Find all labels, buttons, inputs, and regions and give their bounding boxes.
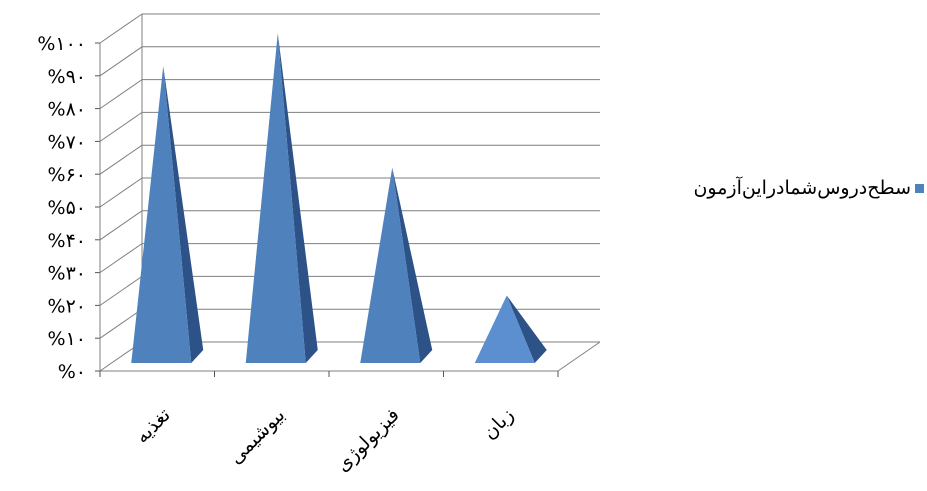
gridline-diagonal xyxy=(99,308,143,339)
pyramid-side-face xyxy=(163,65,204,364)
y-tick-label: %٨٠ xyxy=(48,99,86,121)
x-tick-label: بیوشیمی xyxy=(225,404,290,469)
gridline-diagonal xyxy=(99,275,143,306)
gridline-diagonal xyxy=(99,111,143,142)
pyramid xyxy=(360,167,433,363)
gridline-diagonal xyxy=(99,243,143,274)
pyramid-front-face xyxy=(131,65,192,364)
y-tick-label: %٧٠ xyxy=(48,131,86,153)
y-tick-label: %١٠٠ xyxy=(37,33,86,55)
legend-swatch xyxy=(915,184,924,193)
legend-label: سطح‌دروس‌شما‌در‌این‌آزمون xyxy=(693,177,911,199)
legend: سطح‌دروس‌شما‌در‌این‌آزمون xyxy=(656,175,924,201)
pyramid xyxy=(245,33,318,363)
x-tick-labels: تغذیه بیوشیمی فیزیولوژی زبان xyxy=(131,404,518,476)
pyramid-front-face xyxy=(474,295,535,363)
y-tick-label: %۵٠ xyxy=(48,197,86,219)
y-tick-label: %٣٠ xyxy=(48,263,86,285)
x-tick-label: تغذیه xyxy=(131,404,175,448)
gridline-diagonal xyxy=(99,177,143,208)
y-tick-label: %٢٠ xyxy=(48,295,86,317)
gridline-diagonal xyxy=(99,46,143,77)
x-tick-label: زبان xyxy=(479,404,519,444)
gridline-diagonal xyxy=(99,144,143,175)
pyramid-front-face xyxy=(245,33,306,363)
gridline-diagonal xyxy=(99,13,143,44)
pyramid xyxy=(131,65,204,364)
pyramid xyxy=(474,295,547,363)
pyramid-side-face xyxy=(277,33,318,363)
y-tick-label: %٠ xyxy=(58,361,86,383)
y-tick-label: %٩٠ xyxy=(48,66,86,88)
gridline-diagonal xyxy=(99,210,143,241)
y-tick-label: %۶٠ xyxy=(48,164,86,186)
pyramid-side-face xyxy=(392,167,433,363)
pyramid-side-face xyxy=(506,295,547,363)
y-tick-label: %۴٠ xyxy=(48,230,86,252)
gridlines xyxy=(99,13,600,372)
pyramids xyxy=(131,33,547,364)
gridline-diagonal xyxy=(99,79,143,110)
pyramid-front-face xyxy=(360,167,421,363)
y-tick-label: %١٠ xyxy=(48,328,86,350)
y-tick-labels: %٠ %١٠ %٢٠ %٣٠ %۴٠ %۵٠ %۶٠ %٧٠ %٨٠ %٩٠ %١٠٠ xyxy=(37,33,86,383)
x-tick-label: فیزیولوژی xyxy=(332,404,404,476)
floor-right-edge xyxy=(557,341,601,372)
